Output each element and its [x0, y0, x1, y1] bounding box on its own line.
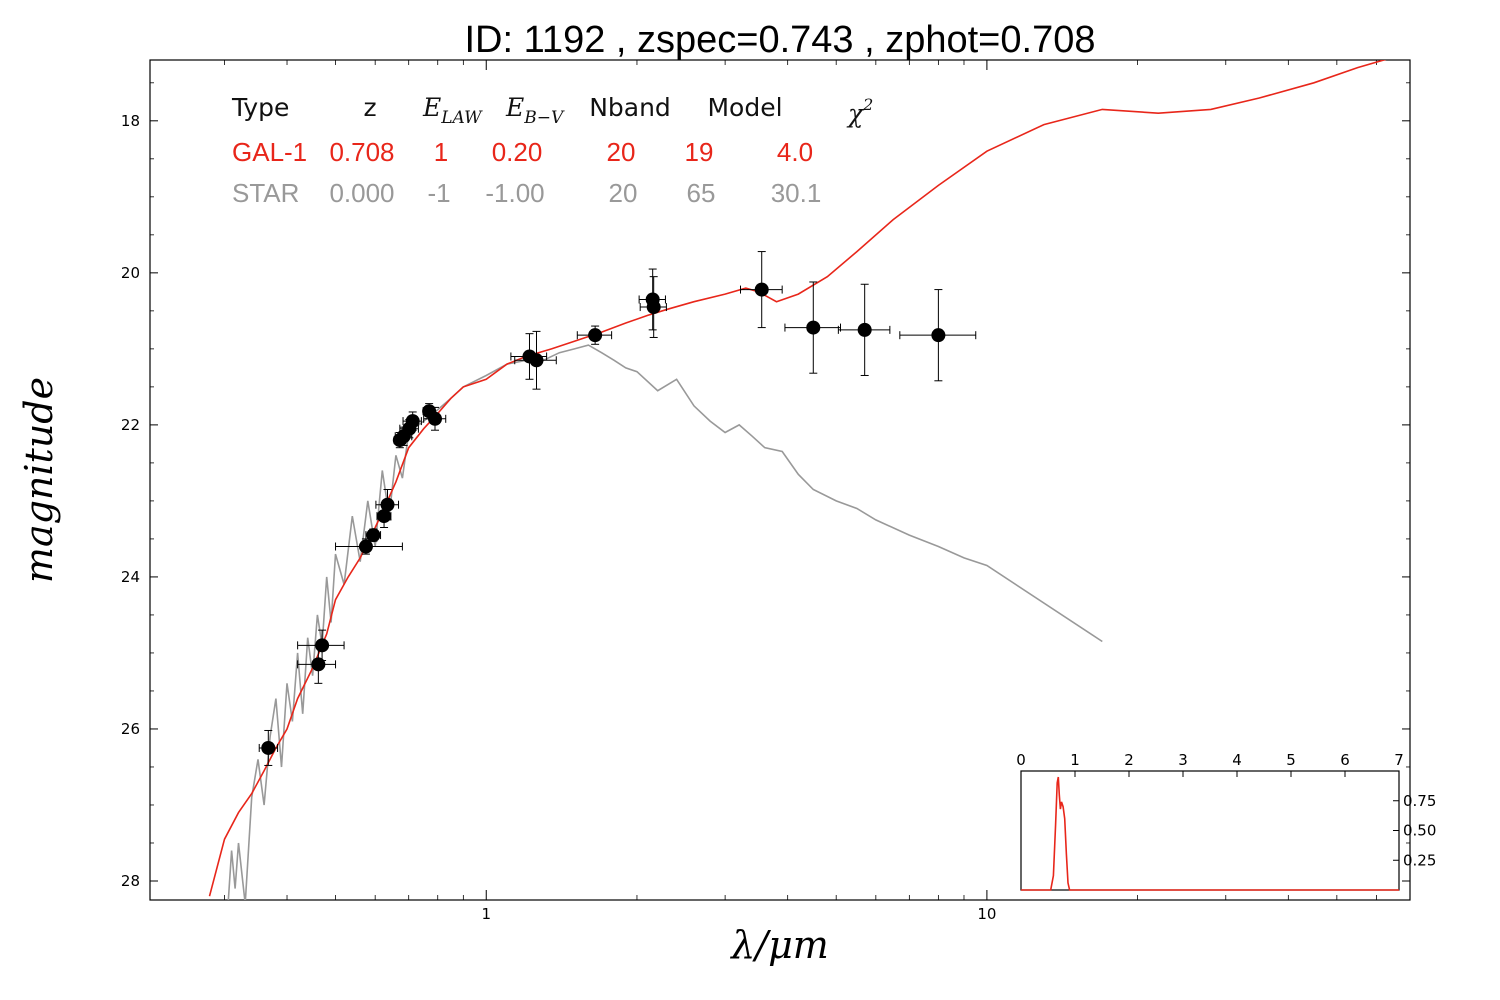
photometry-point: [837, 283, 891, 376]
y-tick-label: 24: [121, 568, 140, 586]
data-marker: [754, 282, 769, 297]
table-header-elaw-sub: LAW: [440, 108, 483, 128]
table-header-ebv: EB−V: [505, 93, 565, 128]
photo-z-pdf-inset: 0 1 2 3 4 5 6 7 0.25 0.50 0.75: [1016, 751, 1436, 891]
table-header-ebv-sub: B−V: [523, 108, 565, 128]
cell-ebv: -1.00: [485, 178, 544, 208]
data-marker: [857, 322, 872, 337]
cell-type: STAR: [232, 178, 299, 208]
table-header-nband: Nband: [589, 93, 671, 122]
y-axis-label: magnitude: [17, 377, 61, 583]
inset-x-tick-label: 4: [1232, 751, 1242, 769]
data-marker: [261, 740, 276, 755]
photometry-point: [258, 729, 279, 766]
inset-x-tick-label: 3: [1178, 751, 1188, 769]
cell-chi2: 4.0: [777, 137, 813, 167]
data-marker: [311, 657, 326, 672]
x-tick-label: 10: [977, 905, 996, 923]
photometry-point: [365, 528, 382, 543]
fit-table: Type z ELAW EB−V Nband Model χ2 GAL-1 0.…: [231, 93, 873, 208]
cell-nband: 20: [609, 178, 638, 208]
photometry-point: [375, 489, 400, 521]
data-marker: [427, 411, 442, 426]
data-marker: [529, 353, 544, 368]
photometry-point: [423, 406, 447, 431]
data-marker: [646, 300, 661, 315]
inset-pdf-line: [1021, 776, 1399, 891]
data-marker: [588, 328, 603, 343]
star-model-line: [227, 344, 1103, 900]
photometry-point: [297, 644, 337, 684]
cell-z: 0.708: [329, 137, 394, 167]
table-row-gal: GAL-1 0.708 1 0.20 20 19 4.0: [232, 137, 813, 167]
inset-y-tick-label: 0.25: [1403, 851, 1436, 869]
inset-x-tick-label: 1: [1070, 751, 1080, 769]
photometry-point: [402, 411, 422, 431]
photometry-point: [740, 251, 783, 329]
data-marker: [366, 528, 381, 543]
data-marker: [315, 638, 330, 653]
data-marker: [380, 497, 395, 512]
cell-elaw: 1: [434, 137, 448, 167]
table-header-elaw: ELAW: [422, 93, 483, 128]
table-header-type: Type: [231, 93, 289, 122]
inset-frame: [1020, 770, 1400, 891]
photometry-point: [639, 276, 667, 338]
table-header-model: Model: [707, 93, 782, 122]
cell-ebv: 0.20: [492, 137, 543, 167]
y-tick-label: 26: [121, 720, 140, 738]
inset-x-tick-label: 5: [1286, 751, 1296, 769]
photometry-point: [899, 289, 977, 382]
x-tick-label: 1: [481, 905, 491, 923]
cell-elaw: -1: [427, 178, 450, 208]
cell-nband: 20: [607, 137, 636, 167]
cell-model: 19: [685, 137, 714, 167]
photometry-point: [514, 330, 557, 390]
y-tick-label: 18: [121, 112, 140, 130]
photometry-point: [784, 281, 841, 374]
inset-x-tick-label: 2: [1124, 751, 1134, 769]
cell-chi2: 30.1: [771, 178, 822, 208]
data-marker: [806, 320, 821, 335]
photometry-point: [576, 325, 613, 345]
y-tick-label: 22: [121, 416, 140, 434]
table-row-star: STAR 0.000 -1 -1.00 20 65 30.1: [232, 178, 821, 208]
cell-type: GAL-1: [232, 137, 307, 167]
inset-x-tick-label: 7: [1394, 751, 1404, 769]
x-axis-label: λ/μm: [729, 923, 829, 967]
inset-x-tick-label: 0: [1016, 751, 1026, 769]
photometry-point: [638, 268, 666, 331]
chart-title: ID: 1192 , zspec=0.743 , zphot=0.708: [465, 19, 1096, 61]
data-marker: [931, 328, 946, 343]
cell-z: 0.000: [329, 178, 394, 208]
data-marker: [405, 414, 420, 429]
inset-y-tick-label: 0.50: [1403, 822, 1436, 840]
table-header-chi2: χ2: [846, 95, 873, 128]
y-tick-label: 20: [121, 264, 140, 282]
photometry-point: [335, 538, 403, 555]
table-header-z: z: [363, 93, 376, 122]
y-tick-label: 28: [121, 872, 140, 890]
inset-x-tick-label: 6: [1340, 751, 1350, 769]
plot-frame: [149, 59, 1411, 901]
data-marker: [358, 539, 373, 554]
series-layer: [208, 60, 1387, 900]
inset-y-tick-label: 0.75: [1403, 792, 1436, 810]
cell-model: 65: [687, 178, 716, 208]
photometry-point: [297, 629, 345, 662]
table-header-chi2-sup: 2: [862, 95, 873, 114]
